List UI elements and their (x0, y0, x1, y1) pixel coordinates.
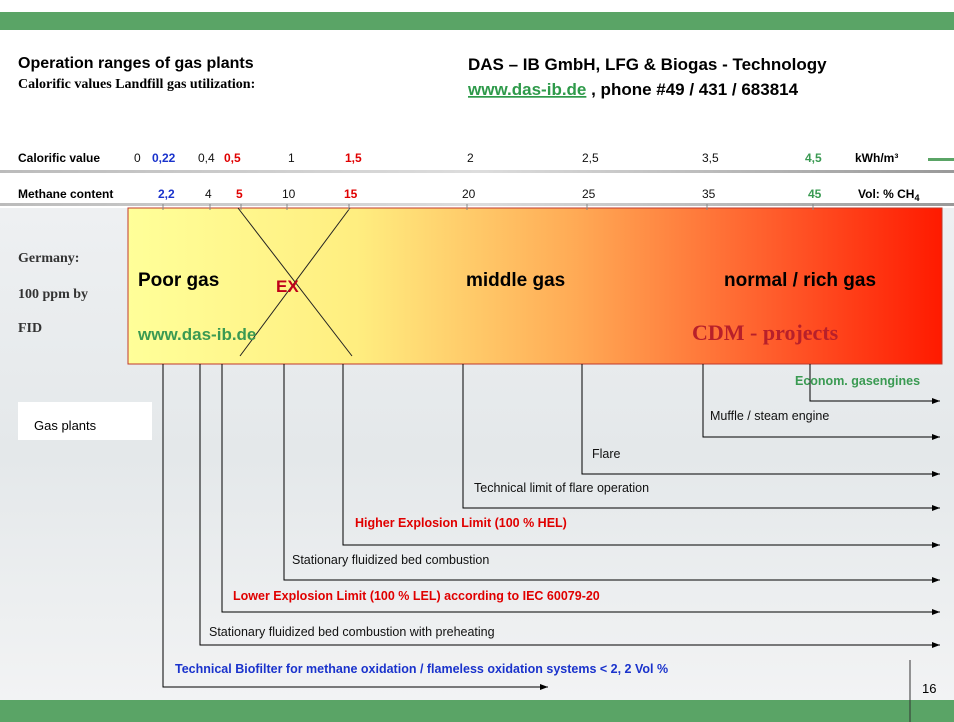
methane-unit: Vol: % CH4 (858, 187, 919, 203)
methane-value: 45 (808, 187, 822, 201)
range-line (342, 364, 940, 548)
url: www.das-ib.de (467, 80, 586, 99)
range-line (702, 364, 940, 440)
plant-label: Higher Explosion Limit (100 % HEL) (355, 516, 567, 530)
plant-label: Econom. gasengines (795, 374, 920, 388)
range-line (581, 364, 940, 477)
company: DAS – IB GmbH, LFG & Biogas - Technology (468, 55, 827, 74)
unit-sub: 4 (914, 193, 919, 203)
plant-label: Flare (592, 447, 621, 461)
zone-ex: EX (276, 277, 299, 296)
plant-label: Technical Biofilter for methane oxidatio… (175, 662, 668, 676)
rule (0, 203, 954, 206)
methane-label: Methane content (18, 187, 113, 201)
plant-label: Lower Explosion Limit (100 % LEL) accord… (233, 589, 600, 603)
calorific-value: 0,22 (152, 151, 176, 165)
zone-rich: normal / rich gas (724, 270, 876, 291)
range-line (462, 364, 940, 511)
plant-label: Stationary fluidized bed combustion (292, 553, 489, 567)
note-line: 100 ppm by (18, 287, 88, 302)
top-bar (0, 12, 954, 30)
range-line (283, 364, 940, 583)
methane-value: 20 (462, 187, 476, 201)
calorific-unit: kWh/m³ (855, 151, 898, 165)
accent (928, 158, 954, 161)
calorific-value: 2,5 (582, 151, 599, 165)
phone: , phone #49 / 431 / 683814 (586, 80, 798, 99)
methane-value: 25 (582, 187, 596, 201)
calorific-value: 2 (467, 151, 474, 165)
plant-label: Technical limit of flare operation (474, 481, 649, 495)
contact: www.das-ib.de , phone #49 / 431 / 683814 (467, 80, 799, 99)
calorific-value: 0,5 (224, 151, 241, 165)
rule (0, 170, 954, 173)
calorific-label: Calorific value (18, 151, 100, 165)
calorific-value: 0,4 (198, 151, 215, 165)
zone-cdm: CDM - projects (692, 320, 839, 345)
range-line (809, 364, 940, 404)
bottom-bar (0, 700, 954, 722)
calorific-value: 0 (134, 151, 141, 165)
calorific-value: 3,5 (702, 151, 719, 165)
plant-label: Muffle / steam engine (710, 409, 829, 423)
range-line (162, 364, 548, 690)
methane-value: 4 (205, 187, 212, 201)
note-line: FID (18, 321, 42, 336)
methane-value: 5 (236, 187, 243, 201)
methane-value: 10 (282, 187, 296, 201)
subtitle: Calorific values Landfill gas utilizatio… (18, 77, 255, 92)
zone-middle: middle gas (466, 270, 565, 291)
title: Operation ranges of gas plants (18, 55, 254, 72)
methane-value: 2,2 (158, 187, 175, 201)
range-line (199, 364, 940, 648)
gas-range-band (127, 207, 943, 365)
page-number: 16 (922, 681, 936, 696)
range-line (221, 364, 940, 615)
unit: Vol: % CH (858, 187, 914, 201)
calorific-value: 1,5 (345, 151, 362, 165)
gas-plants-title: Gas plants (34, 418, 97, 433)
cross-line (239, 207, 351, 357)
calorific-value: 1 (288, 151, 295, 165)
note-line: Germany: (18, 251, 79, 266)
zone-poor: Poor gas (138, 270, 219, 291)
zone-url: www.das-ib.de (137, 325, 256, 344)
gas-plants-box (18, 402, 152, 440)
methane-value: 15 (344, 187, 358, 201)
calorific-value: 4,5 (805, 151, 822, 165)
methane-value: 35 (702, 187, 716, 201)
plant-label: Stationary fluidized bed combustion with… (209, 625, 495, 639)
